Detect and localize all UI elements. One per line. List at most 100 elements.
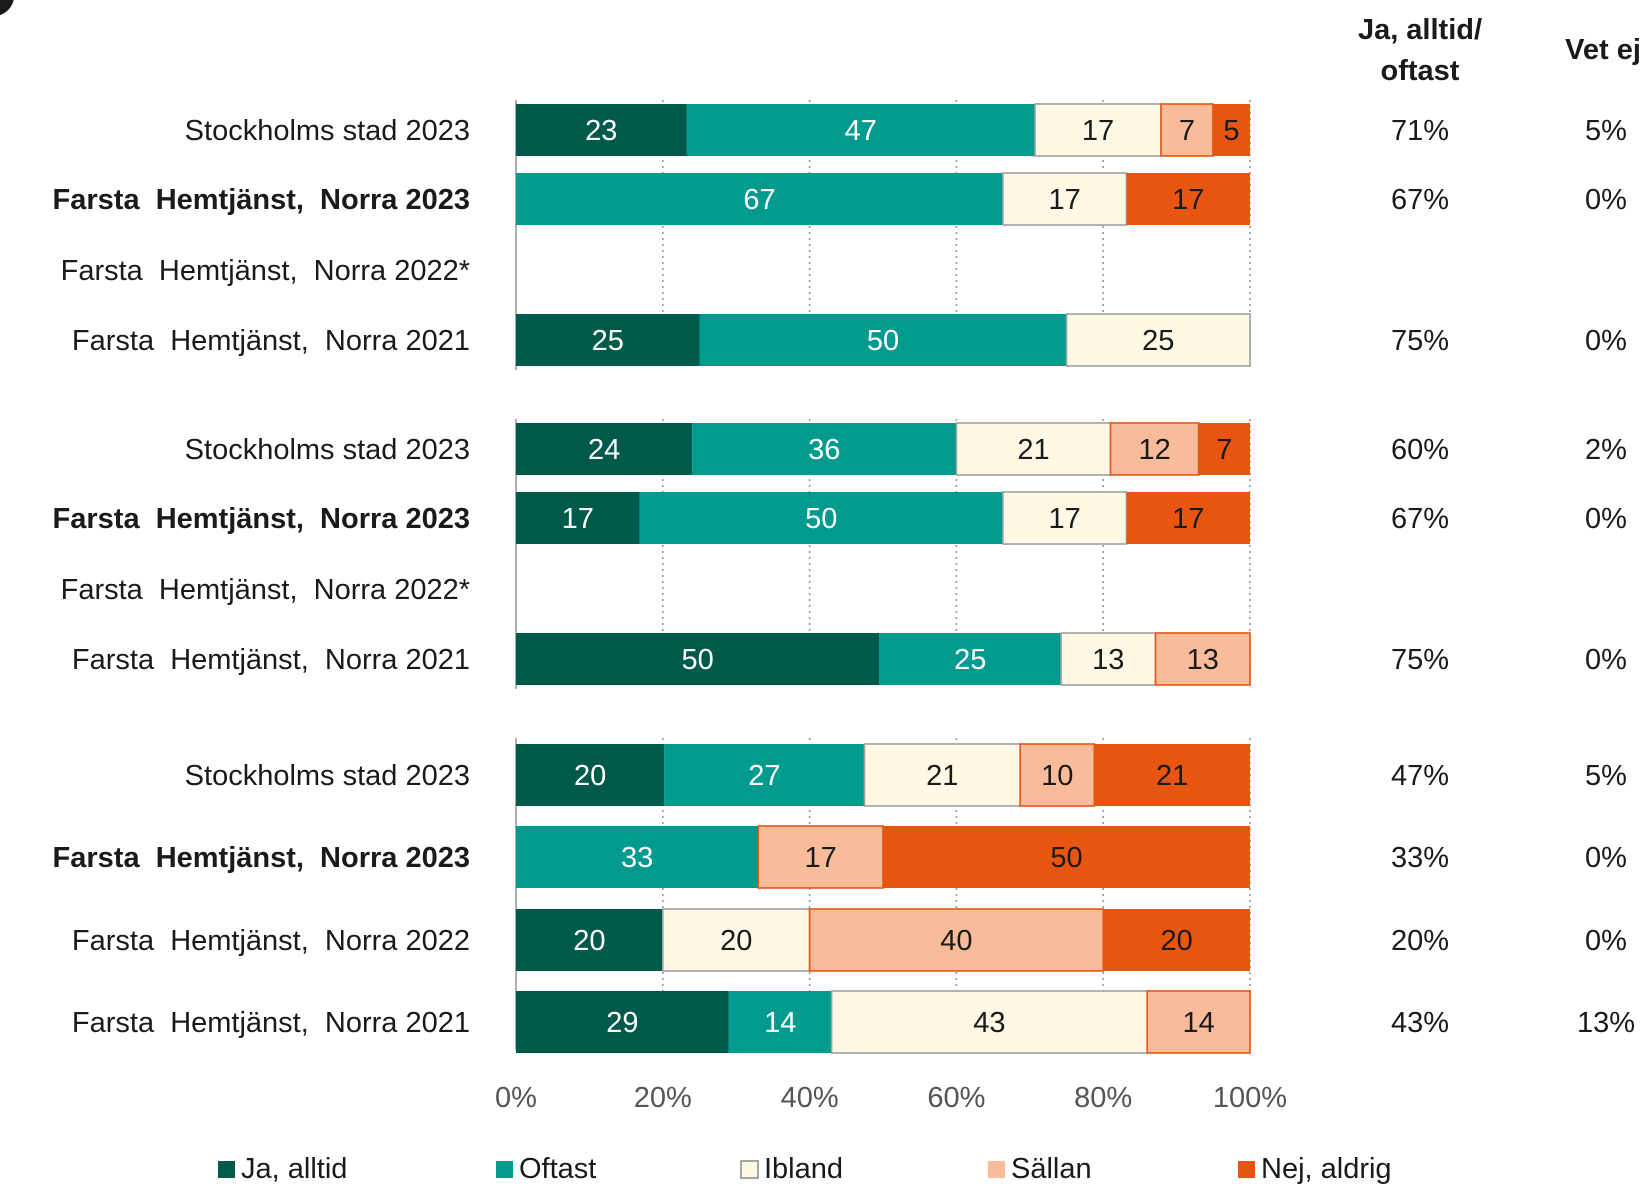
data-label: 20 bbox=[573, 925, 605, 957]
data-label: 25 bbox=[592, 325, 624, 357]
bar-segment-nej-aldrig bbox=[1126, 492, 1250, 544]
ja-oftast-value: 60% bbox=[1391, 434, 1449, 466]
data-label: 7 bbox=[1179, 115, 1195, 147]
data-label: 17 bbox=[1082, 115, 1114, 147]
data-label: 29 bbox=[606, 1007, 638, 1039]
vet-ej-value: 2% bbox=[1585, 434, 1627, 466]
data-label: 33 bbox=[621, 842, 653, 874]
bar-segment-ibland bbox=[1002, 491, 1128, 545]
gridlines bbox=[515, 100, 1251, 1050]
row-label: Stockholms stad 2023 bbox=[185, 115, 470, 147]
data-label: 10 bbox=[1041, 760, 1073, 792]
bar-segment-oftast bbox=[516, 826, 759, 888]
vet-ej-value: 5% bbox=[1585, 115, 1627, 147]
vet-ej-value: 0% bbox=[1585, 184, 1627, 216]
vet-ej-value: 13% bbox=[1577, 1007, 1635, 1039]
data-label: 12 bbox=[1138, 434, 1170, 466]
ja-oftast-value: 75% bbox=[1391, 325, 1449, 357]
row-label: Farsta Hemtjänst, Norra 2021 bbox=[72, 325, 470, 357]
legend-swatch-ibland bbox=[740, 1160, 759, 1179]
vet-ej-value: 0% bbox=[1585, 842, 1627, 874]
bar-segment-ja-alltid bbox=[516, 104, 687, 156]
ja-oftast-value: 71% bbox=[1391, 115, 1449, 147]
bar-segment-nej-aldrig bbox=[883, 826, 1250, 888]
row-label: Farsta Hemtjänst, Norra 2022 bbox=[72, 925, 470, 957]
bar-segment-oftast bbox=[664, 744, 865, 806]
data-label: 50 bbox=[1050, 842, 1082, 874]
data-label: 43 bbox=[973, 1007, 1005, 1039]
side-columns: 71% 5% 67% 0% 75% 0% 60% 2% 67% 0% 75% 0% 47% 5% 33% 0%… bbox=[1391, 115, 1635, 1039]
legend-label: Ja, alltid bbox=[241, 1153, 347, 1185]
bar-segment-ibland bbox=[1065, 313, 1251, 367]
header-ja-oftast-line2: oftast bbox=[1381, 55, 1460, 87]
ja-oftast-value: 67% bbox=[1391, 503, 1449, 535]
data-label: 21 bbox=[926, 760, 958, 792]
data-label: 21 bbox=[1017, 434, 1049, 466]
bar-segment-ibland bbox=[1060, 632, 1157, 686]
bar-segment-ja-alltid bbox=[516, 492, 640, 544]
vet-ej-value: 5% bbox=[1585, 760, 1627, 792]
bar-segment-nej-aldrig bbox=[1212, 104, 1250, 156]
data-label: 25 bbox=[1142, 325, 1174, 357]
data-label: 47 bbox=[845, 115, 877, 147]
x-axis: 0% 20% 40% 60% 80% 100% bbox=[495, 1082, 1287, 1114]
x-tick-label: 100% bbox=[1213, 1082, 1287, 1114]
ja-oftast-value: 75% bbox=[1391, 644, 1449, 676]
vet-ej-value: 0% bbox=[1585, 925, 1627, 957]
corner-mark bbox=[0, 0, 14, 16]
bar-segment-sallan bbox=[1146, 990, 1251, 1054]
data-label: 21 bbox=[1156, 760, 1188, 792]
header-ja-oftast-line1: Ja, alltid/ bbox=[1358, 14, 1482, 46]
bar-segment-ja-alltid bbox=[516, 633, 880, 685]
data-label: 17 bbox=[1049, 184, 1081, 216]
x-tick-label: 80% bbox=[1074, 1082, 1132, 1114]
bar-segment-ibland bbox=[863, 743, 1021, 807]
data-label: 40 bbox=[940, 925, 972, 957]
data-label: 67 bbox=[743, 184, 775, 216]
data-label: 14 bbox=[1182, 1007, 1214, 1039]
data-label: 17 bbox=[804, 842, 836, 874]
data-label: 17 bbox=[562, 503, 594, 535]
bar-segment-ibland bbox=[1034, 103, 1162, 157]
x-tick-label: 20% bbox=[634, 1082, 692, 1114]
row-label: Stockholms stad 2023 bbox=[185, 760, 470, 792]
bar-segment-oftast bbox=[686, 104, 1035, 156]
bar-segment-oftast bbox=[692, 423, 957, 475]
row-label: Farsta Hemtjänst, Norra 2022* bbox=[61, 255, 470, 287]
bar-segment-ja-alltid bbox=[516, 744, 665, 806]
legend-swatch-sallan bbox=[988, 1161, 1005, 1178]
bar-segment-nej-aldrig bbox=[1198, 423, 1250, 475]
data-label: 23 bbox=[585, 115, 617, 147]
header-vet-ej: Vet ej bbox=[1565, 34, 1641, 66]
bar-segment-sallan bbox=[1019, 743, 1096, 807]
data-label: 36 bbox=[808, 434, 840, 466]
data-label: 50 bbox=[805, 503, 837, 535]
data-label: 13 bbox=[1092, 644, 1124, 676]
bar-segment-sallan bbox=[1109, 422, 1200, 476]
row-label: Farsta Hemtjänst, Norra 2023 bbox=[53, 842, 470, 874]
data-label: 20 bbox=[574, 760, 606, 792]
bar-segment-ja-alltid bbox=[516, 423, 693, 475]
data-label: 5 bbox=[1223, 115, 1239, 147]
data-label: 7 bbox=[1216, 434, 1232, 466]
legend-swatch-ja-alltid bbox=[218, 1161, 235, 1178]
data-label: 20 bbox=[1160, 925, 1192, 957]
ja-oftast-value: 33% bbox=[1391, 842, 1449, 874]
data-label: 50 bbox=[867, 325, 899, 357]
bar-segment-nej-aldrig bbox=[1126, 173, 1250, 225]
ja-oftast-value: 20% bbox=[1391, 925, 1449, 957]
vet-ej-value: 0% bbox=[1585, 503, 1627, 535]
ja-oftast-value: 47% bbox=[1391, 760, 1449, 792]
data-label: 25 bbox=[954, 644, 986, 676]
row-label: Farsta Hemtjänst, Norra 2023 bbox=[53, 184, 470, 216]
bar-segment-ibland bbox=[830, 990, 1149, 1054]
legend-swatch-oftast bbox=[496, 1161, 513, 1178]
bar-segment-ja-alltid bbox=[516, 991, 729, 1053]
x-tick-label: 40% bbox=[781, 1082, 839, 1114]
bar-segment-sallan bbox=[1154, 632, 1251, 686]
ja-oftast-value: 67% bbox=[1391, 184, 1449, 216]
data-label: 50 bbox=[682, 644, 714, 676]
data-label: 17 bbox=[1172, 503, 1204, 535]
data-label: 17 bbox=[1049, 503, 1081, 535]
row-label: Stockholms stad 2023 bbox=[185, 434, 470, 466]
